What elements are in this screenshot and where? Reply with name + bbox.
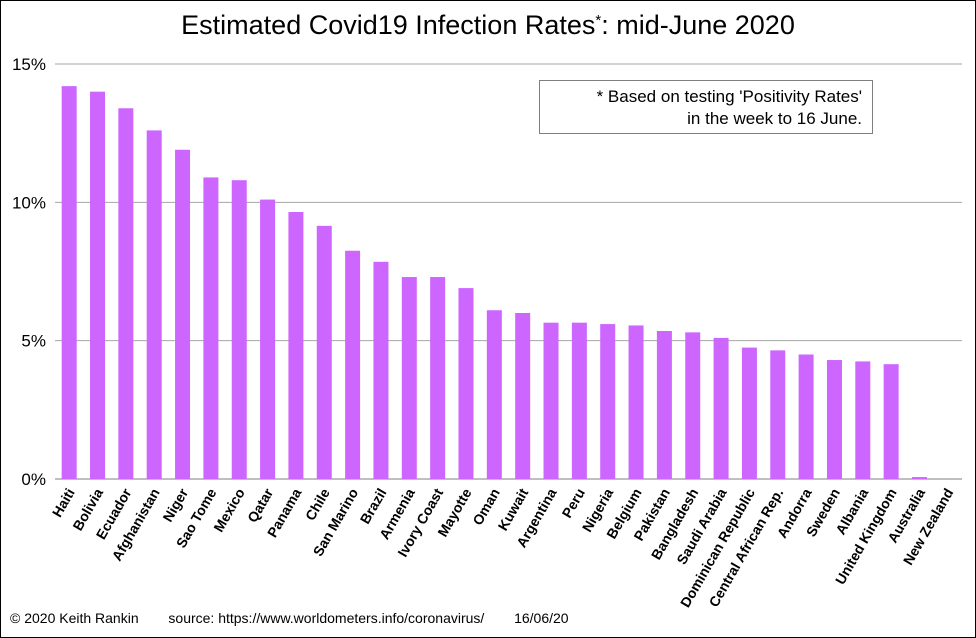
bar [656, 330, 672, 479]
bar [316, 225, 332, 479]
y-tick-label: 15% [12, 55, 46, 74]
bar [288, 212, 304, 479]
bar [713, 337, 729, 479]
bar [430, 277, 446, 479]
footnote-line-1: * Based on testing 'Positivity Rates' [596, 87, 862, 106]
bar [826, 360, 842, 479]
footer: © 2020 Keith Rankin source: https://www.… [10, 610, 569, 626]
title-suffix: : mid-June 2020 [601, 10, 795, 40]
bar [571, 322, 587, 479]
bar [600, 324, 616, 479]
bar [231, 180, 247, 479]
footer-copyright: © 2020 Keith Rankin [10, 610, 139, 626]
x-tick-label: Haiti [49, 486, 78, 520]
bar [146, 130, 162, 479]
y-tick-label: 0% [21, 470, 46, 489]
footnote-line-2: in the week to 16 June. [687, 109, 862, 128]
bar [175, 149, 191, 479]
bar [741, 347, 757, 479]
bar [543, 322, 559, 479]
footnote-box: * Based on testing 'Positivity Rates' in… [539, 80, 873, 134]
bar [798, 354, 814, 479]
bar [628, 325, 644, 479]
y-tick-label: 10% [12, 193, 46, 212]
chart-title: Estimated Covid19 Infection Rates*: mid-… [0, 10, 976, 41]
bar [685, 332, 701, 479]
bar [401, 277, 417, 479]
bar [883, 364, 899, 479]
x-tick-label: Peru [559, 486, 588, 521]
bar [118, 108, 134, 480]
title-text: Estimated Covid19 Infection Rates [181, 10, 596, 40]
bar [90, 91, 106, 480]
bar [770, 350, 786, 479]
footer-date: 16/06/20 [514, 610, 569, 626]
bar [458, 288, 474, 479]
bar [260, 199, 276, 480]
title-asterisk: * [595, 12, 602, 29]
bar [911, 477, 927, 479]
y-axis-ticks: 0% 5% 10% 15% [12, 55, 46, 489]
bar [373, 261, 389, 479]
footer-source: source: https://www.worldometers.info/co… [168, 610, 485, 626]
bar [203, 177, 219, 479]
bars [61, 86, 927, 480]
bar [486, 310, 502, 479]
bar [515, 313, 531, 479]
y-tick-label: 5% [21, 332, 46, 351]
bar [855, 361, 871, 479]
bar [345, 250, 361, 479]
bar [61, 86, 77, 479]
